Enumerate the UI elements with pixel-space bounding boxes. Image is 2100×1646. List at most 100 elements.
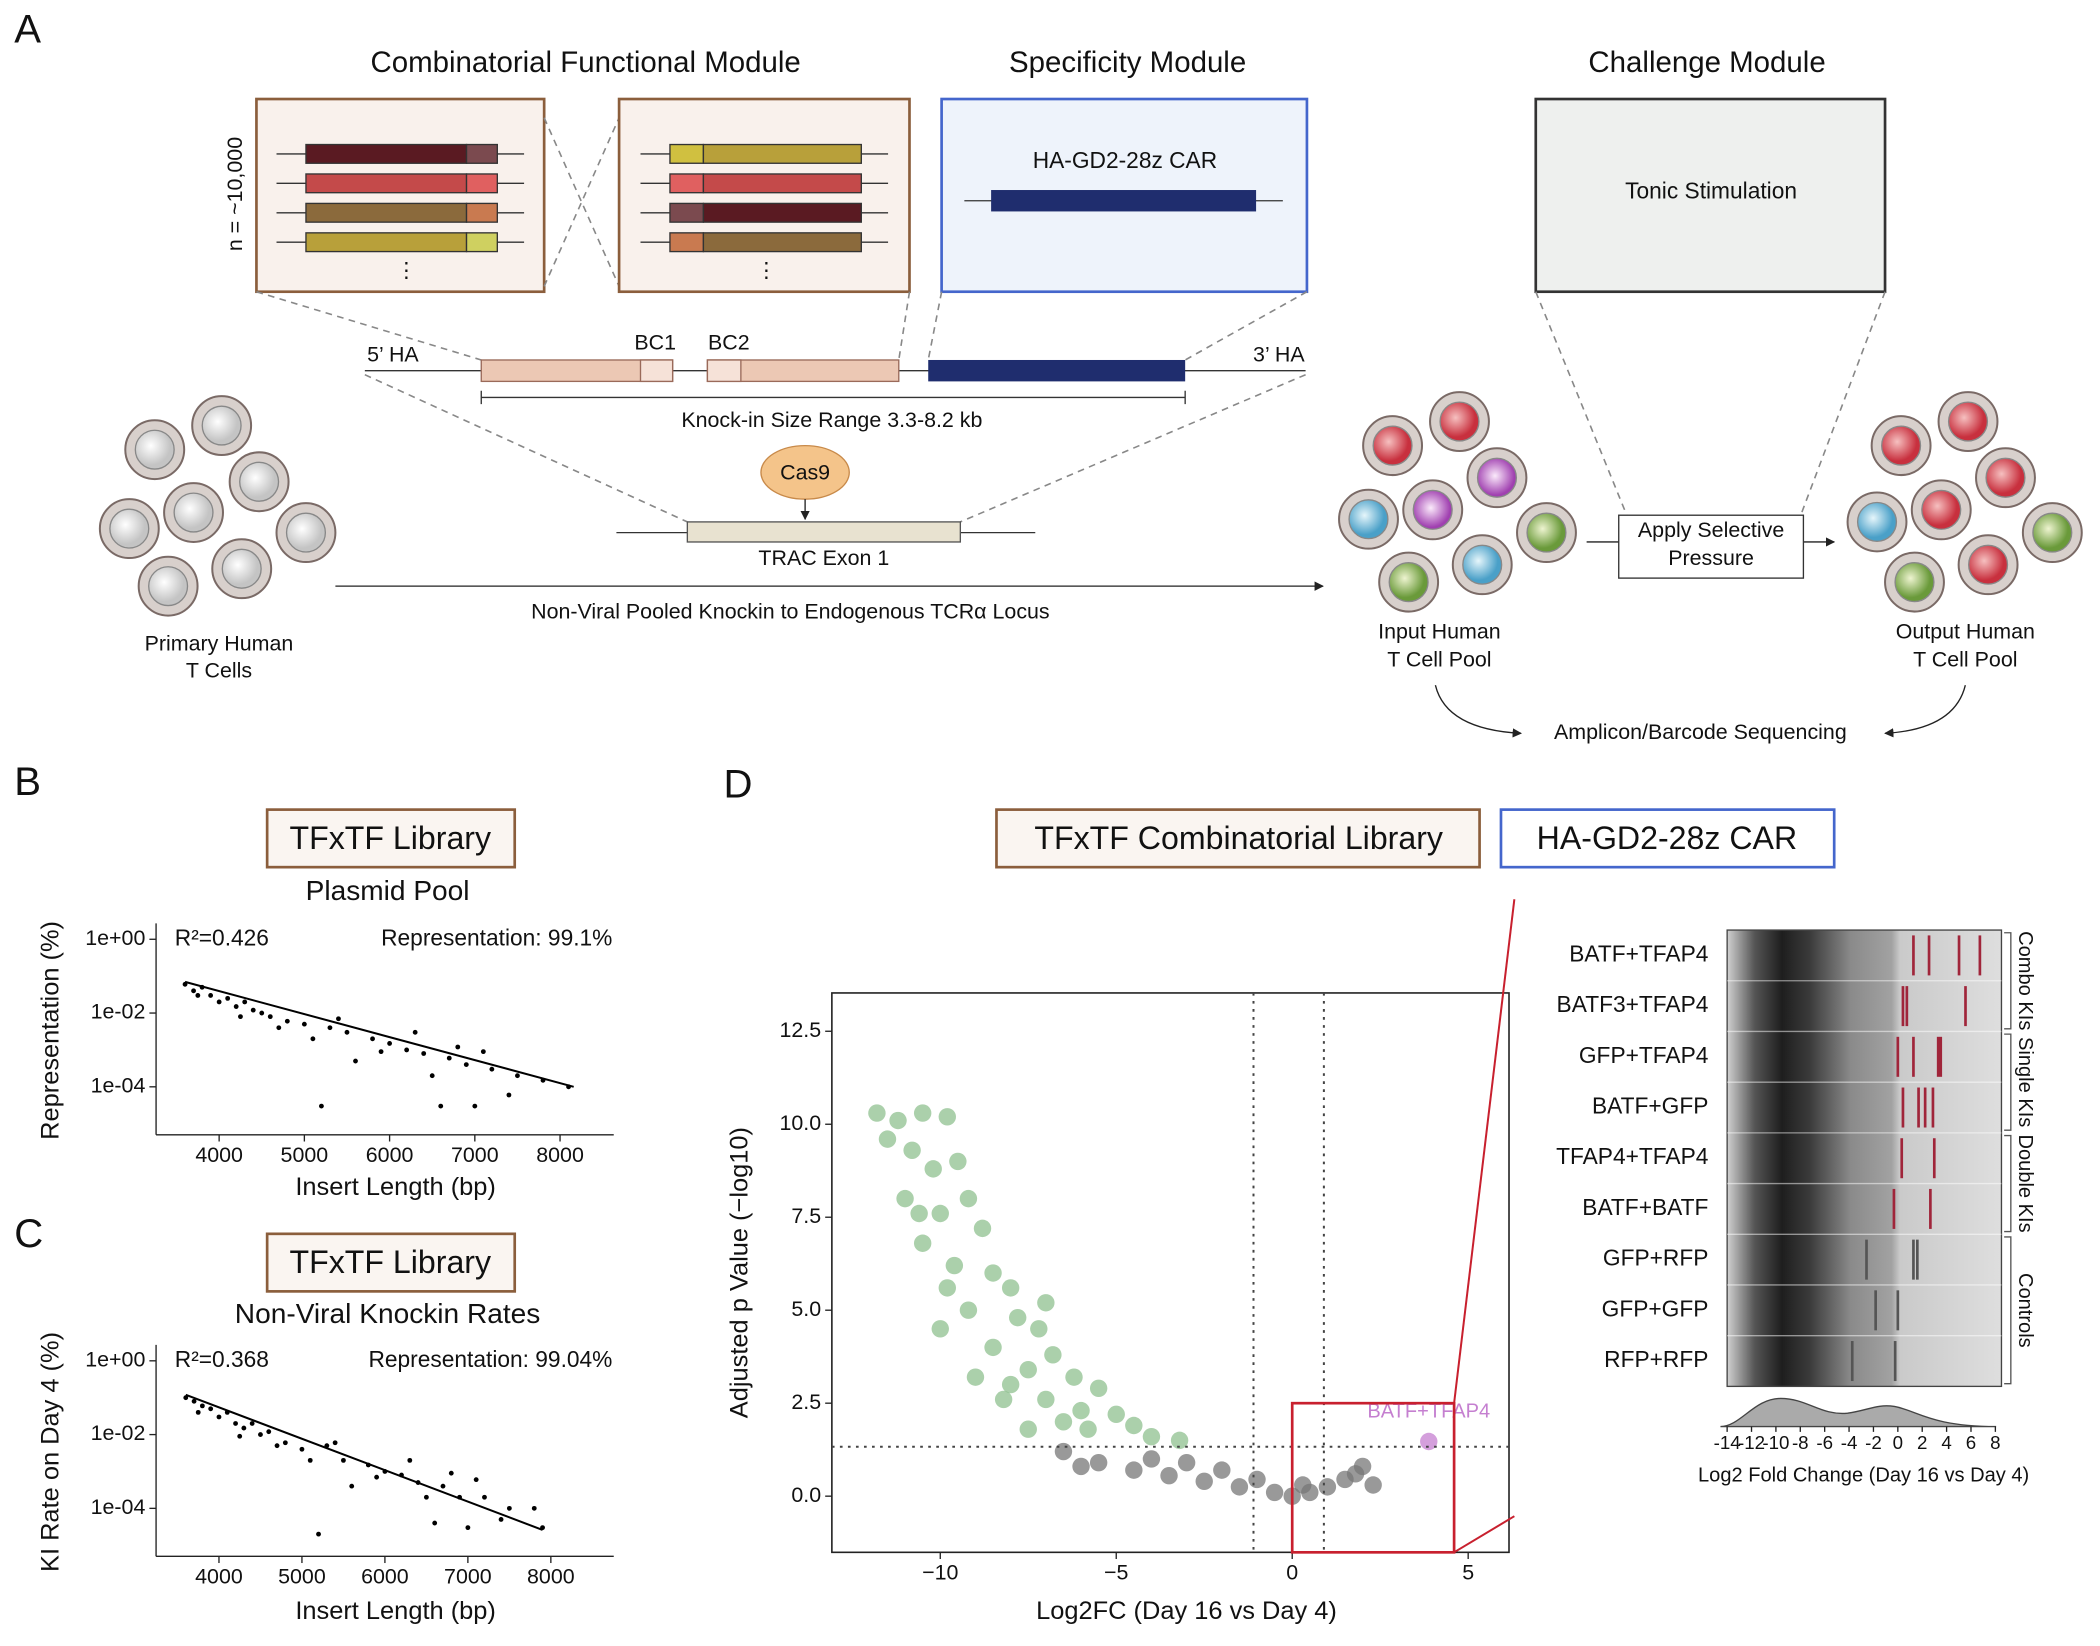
point	[1195, 1472, 1213, 1490]
point	[195, 993, 201, 998]
point	[1364, 1476, 1382, 1494]
seq-arrow	[1434, 685, 1522, 738]
title-box	[1499, 808, 1836, 869]
y-axis-label: KI Rate on Day 4 (%)	[36, 1332, 64, 1572]
row-label: RFP+RFP	[1604, 1346, 1708, 1372]
point	[250, 1007, 256, 1013]
point	[1177, 1453, 1196, 1472]
point	[233, 1421, 238, 1426]
annotation: Representation: 99.04%	[368, 1346, 612, 1372]
cell-core	[1856, 501, 1898, 542]
row-label: BATF3+TFAP4	[1557, 991, 1709, 1017]
point	[307, 1457, 313, 1463]
y-tick-label: 1e+00	[85, 1347, 145, 1371]
cell-core	[2032, 512, 2073, 553]
cell-core	[221, 548, 262, 589]
point	[531, 1505, 537, 1511]
x-tick-label: 5	[1462, 1560, 1474, 1584]
car-segment	[928, 359, 1186, 382]
point	[1019, 1420, 1037, 1438]
title-box	[995, 808, 1481, 869]
cell-core	[1462, 544, 1503, 585]
point	[249, 1421, 255, 1426]
cell-core	[1412, 489, 1453, 530]
library-constructs	[640, 143, 889, 253]
point	[353, 1058, 358, 1064]
point	[913, 1104, 932, 1122]
chart-subtitle: Non-Viral Knockin Rates	[235, 1298, 541, 1329]
y-axis-label: Adjusted p Value (−log10)	[726, 1127, 754, 1418]
x-tick-label: −5	[1104, 1560, 1128, 1584]
point	[267, 1014, 273, 1020]
point	[299, 1446, 305, 1452]
point-label: BATF+TFAP4	[1367, 1400, 1490, 1422]
crossover	[543, 117, 620, 287]
y-tick-label: 12.5	[779, 1018, 821, 1042]
pool-label: Output Human	[1896, 620, 2035, 644]
point	[199, 1403, 205, 1409]
module-title: Challenge Module	[1588, 46, 1825, 79]
car-label: HA-GD2-28z CAR	[1033, 147, 1217, 173]
pool-label: T Cell Pool	[1387, 648, 1491, 672]
y-tick-label: 1e-04	[91, 1495, 146, 1519]
point	[1065, 1368, 1083, 1386]
point	[984, 1338, 1002, 1357]
group-label: Controls	[2014, 1273, 2036, 1348]
x-tick-label: 6	[1966, 1432, 1976, 1453]
point	[1054, 1413, 1073, 1431]
cell-core	[1526, 512, 1567, 553]
x-tick-label: 6000	[366, 1143, 414, 1167]
point	[1318, 1478, 1337, 1496]
x-tick-label: 5000	[278, 1564, 326, 1588]
crossover	[543, 117, 620, 287]
cells	[98, 391, 2083, 617]
point	[1072, 1401, 1090, 1420]
point	[949, 1152, 967, 1171]
cas9-label: Cas9	[780, 460, 830, 484]
exon-label: TRAC Exon 1	[758, 546, 889, 570]
y-axis-label: Representation (%)	[36, 921, 64, 1140]
delivery-label: Non-Viral Pooled Knockin to Endogenous T…	[531, 600, 1050, 624]
point	[274, 1443, 280, 1449]
selection-box	[1618, 514, 1805, 579]
point	[208, 1406, 214, 1412]
x-tick-label: -4	[1841, 1432, 1858, 1453]
point	[412, 1029, 418, 1035]
point	[225, 995, 231, 1001]
cell-core	[239, 461, 280, 502]
x-tick-label: -10	[1762, 1432, 1789, 1453]
point	[1001, 1375, 1020, 1394]
group-label: Double KIs	[2014, 1135, 2036, 1233]
barcode-label: BC1	[634, 331, 676, 355]
panel-a: A Combinatorial Functional Module Specif…	[14, 7, 2083, 744]
point	[472, 1103, 478, 1109]
library-size: n = ~10,000	[223, 137, 247, 251]
point	[1089, 1453, 1108, 1472]
group-bracket	[2004, 1236, 2012, 1385]
row-label: BATF+TFAP4	[1569, 940, 1708, 966]
point	[387, 1041, 393, 1046]
panel-label: C	[14, 1211, 43, 1256]
x-tick-label: 7000	[451, 1143, 499, 1167]
cell-core	[148, 566, 189, 607]
trend-line	[184, 980, 574, 1088]
cell-core	[173, 492, 214, 533]
point	[341, 1457, 346, 1463]
point	[959, 1301, 978, 1319]
point	[1030, 1320, 1048, 1338]
point	[432, 1520, 438, 1526]
point	[429, 1073, 435, 1079]
point	[903, 1141, 921, 1159]
plot-frame	[831, 992, 1510, 1554]
point	[878, 1130, 897, 1148]
point	[489, 1066, 495, 1072]
y-tick-label: 1e+00	[85, 926, 145, 950]
pool-label: Input Human	[1378, 620, 1501, 644]
panel-label: D	[723, 761, 752, 806]
challenge-label: Tonic Stimulation	[1625, 178, 1797, 204]
cells-label: T Cells	[186, 658, 252, 682]
x-tick-label: 5000	[281, 1143, 329, 1167]
x-tick-label: 4000	[195, 1143, 243, 1167]
readout-label: Amplicon/Barcode Sequencing	[1554, 720, 1847, 744]
point	[319, 1103, 324, 1109]
